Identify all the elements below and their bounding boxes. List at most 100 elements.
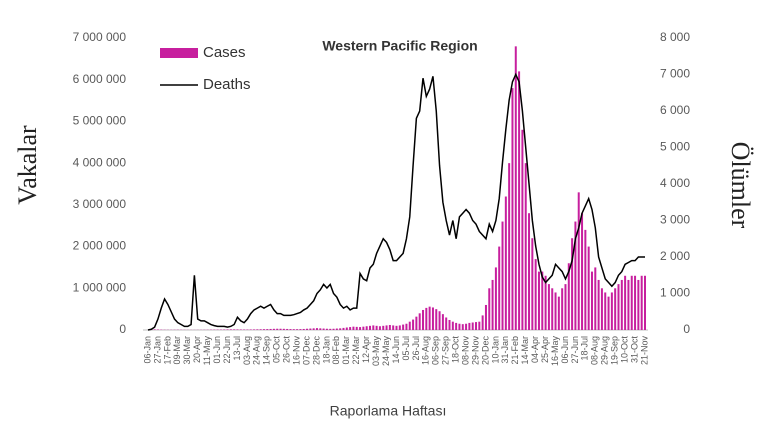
x-tick-label: 25-Apr xyxy=(540,336,550,363)
bar xyxy=(630,275,633,330)
bar xyxy=(382,325,385,330)
x-tick-label: 14-Sep xyxy=(262,336,272,365)
bar xyxy=(590,271,593,330)
line xyxy=(147,72,645,331)
x-tick-label: 03-Aug xyxy=(242,336,252,365)
bar xyxy=(223,329,226,330)
bar xyxy=(604,292,607,330)
bar xyxy=(481,315,484,330)
x-tick-label: 20-Dec xyxy=(480,336,490,366)
bar xyxy=(243,329,246,330)
bar xyxy=(644,275,646,330)
bar xyxy=(412,319,415,330)
x-tick-label: 26-Oct xyxy=(282,336,292,364)
bar xyxy=(398,325,401,330)
bar xyxy=(385,325,388,330)
bar xyxy=(315,328,318,330)
bar xyxy=(309,328,312,330)
bar xyxy=(554,292,557,330)
bar xyxy=(266,329,269,330)
bar xyxy=(239,329,242,330)
bar xyxy=(448,319,451,330)
x-tick-label: 01-Jun xyxy=(212,336,222,364)
x-tick-label: 14-Mar xyxy=(520,336,530,365)
bar xyxy=(541,271,544,330)
x-tick-label: 26-Jul xyxy=(411,336,421,361)
x-tick-label: 05-Jul xyxy=(401,336,411,361)
bar xyxy=(246,329,249,330)
bar xyxy=(488,288,491,330)
bar xyxy=(581,213,584,330)
bar xyxy=(531,238,534,330)
bar xyxy=(498,246,501,330)
bar xyxy=(438,311,441,330)
y-tick-label: 0 xyxy=(119,322,126,336)
bar xyxy=(319,328,322,330)
y2-tick-label: 3 000 xyxy=(660,213,690,227)
x-tick-label: 20-Apr xyxy=(192,336,202,363)
bar xyxy=(620,279,623,330)
y-tick-label: 7 000 000 xyxy=(73,30,127,44)
x-tick-label: 10-Jan xyxy=(490,336,500,364)
y2-tick-label: 5 000 xyxy=(660,140,690,154)
bar xyxy=(279,328,282,330)
bar xyxy=(610,292,613,330)
bar xyxy=(402,324,405,330)
bar xyxy=(441,314,444,330)
y-tick-label: 6 000 000 xyxy=(73,72,127,86)
bar xyxy=(468,322,471,330)
bar xyxy=(600,288,603,330)
bar xyxy=(614,288,617,330)
bar xyxy=(458,323,461,330)
x-tick-label: 31-Jan xyxy=(500,336,510,364)
bar xyxy=(577,192,580,330)
bar xyxy=(256,329,259,330)
bar xyxy=(455,322,458,330)
x-tick-label: 10-Oct xyxy=(619,336,629,364)
y-tick-label: 1 000 000 xyxy=(73,280,127,294)
y2-tick-label: 2 000 xyxy=(660,249,690,263)
bar xyxy=(388,324,391,330)
bar xyxy=(272,328,275,330)
bar xyxy=(521,129,524,330)
bar xyxy=(587,246,590,330)
bar xyxy=(624,275,627,330)
bar xyxy=(249,329,252,330)
bar xyxy=(372,325,375,330)
bar xyxy=(435,309,438,330)
bar xyxy=(312,328,315,330)
bar xyxy=(634,275,637,330)
y-tick-label: 4 000 000 xyxy=(73,155,127,169)
x-tick-label: 18-Oct xyxy=(451,336,461,364)
bar xyxy=(547,284,550,330)
bar xyxy=(501,221,504,330)
bar xyxy=(378,326,381,330)
bar xyxy=(289,329,292,330)
bar xyxy=(355,326,358,330)
bar xyxy=(322,328,325,330)
x-tick-label: 24-May xyxy=(381,336,391,367)
bar xyxy=(418,313,421,330)
bar xyxy=(491,279,494,330)
y2-tick-label: 6 000 xyxy=(660,103,690,117)
bar xyxy=(461,324,464,330)
bar xyxy=(286,328,289,330)
bar xyxy=(368,325,371,330)
x-tick-label: 30-Mar xyxy=(182,336,192,365)
bar xyxy=(292,329,295,330)
x-tick-label: 04-Apr xyxy=(530,336,540,363)
bar xyxy=(339,328,342,330)
bar xyxy=(561,288,564,330)
bar xyxy=(408,321,411,330)
bar xyxy=(478,321,481,330)
bar xyxy=(475,322,478,330)
bar xyxy=(544,275,547,330)
x-tick-label: 14-Jun xyxy=(391,336,401,364)
x-tick-label: 01-Mar xyxy=(341,336,351,365)
bar xyxy=(359,327,362,330)
bar xyxy=(302,328,305,330)
bar xyxy=(637,279,640,330)
x-tick-label: 22-Jun xyxy=(222,336,232,364)
x-tick-label: 06-Jan xyxy=(142,336,152,364)
bar xyxy=(262,329,265,330)
